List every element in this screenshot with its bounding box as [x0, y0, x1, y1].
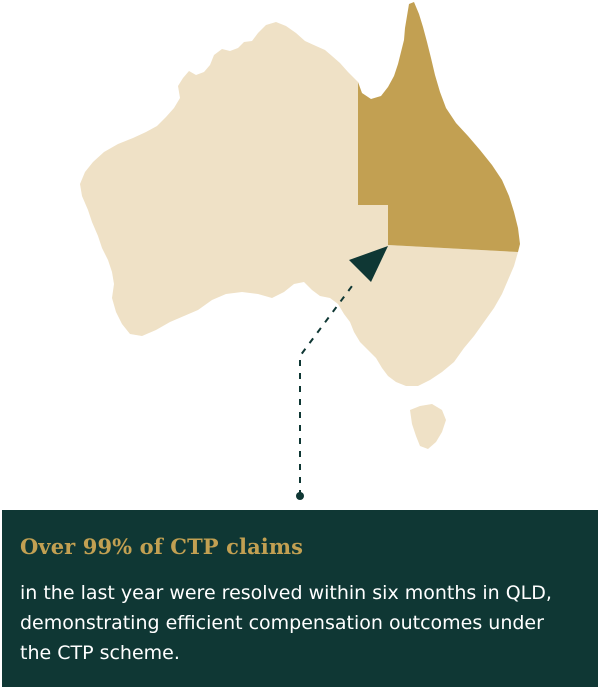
- leader-dot: [296, 492, 304, 500]
- card-body: in the last year were resolved within si…: [20, 582, 552, 664]
- tasmania-region: [410, 404, 446, 449]
- info-card: Over 99% of CTP claims in the last year …: [2, 510, 598, 687]
- queensland-region: [358, 2, 520, 252]
- australia-map: [80, 2, 520, 500]
- card-title: Over 99% of CTP claims: [20, 534, 304, 559]
- pointer-arrow-icon: [349, 246, 388, 282]
- mainland-region: [80, 22, 518, 386]
